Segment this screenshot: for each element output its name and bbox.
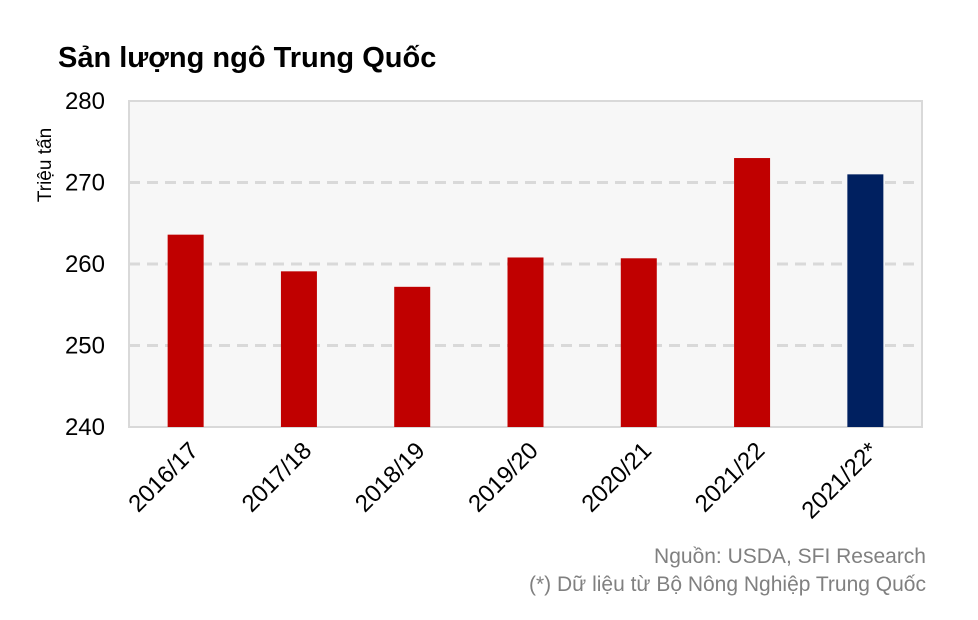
bars (167, 158, 884, 428)
x-tick-label: 2016/17 (123, 437, 203, 517)
bar (847, 174, 884, 427)
chart-title: Sản lượng ngô Trung Quốc (58, 42, 437, 74)
bar (280, 271, 317, 427)
y-axis-label: Triệu tấn (35, 128, 56, 202)
y-tick-label: 260 (65, 251, 105, 278)
bar (620, 258, 657, 427)
footnote: (*) Dữ liệu từ Bộ Nông Nghiệp Trung Quốc (529, 573, 926, 596)
x-tick-label: 2020/21 (577, 437, 657, 517)
y-tick-label: 240 (65, 414, 105, 441)
x-tick-label: 2017/18 (237, 437, 317, 517)
x-axis-ticks: 2016/17 2017/18 2018/19 2019/20 2020/21 2021/… (123, 437, 883, 524)
x-tick-label: 2019/20 (463, 437, 543, 517)
x-tick-label: 2018/19 (350, 437, 430, 517)
x-tick-label: 2021/22 (690, 437, 770, 517)
bar (167, 234, 204, 427)
bar (394, 286, 431, 427)
source-note: Nguồn: USDA, SFI Research (654, 545, 926, 568)
y-tick-label: 280 (65, 88, 105, 115)
y-axis-ticks: 240 250 260 270 280 (65, 88, 105, 441)
x-tick-label: 2021/22* (797, 437, 884, 524)
bar (734, 158, 771, 428)
y-tick-label: 270 (65, 170, 105, 197)
y-tick-label: 250 (65, 333, 105, 360)
bar (507, 257, 544, 427)
